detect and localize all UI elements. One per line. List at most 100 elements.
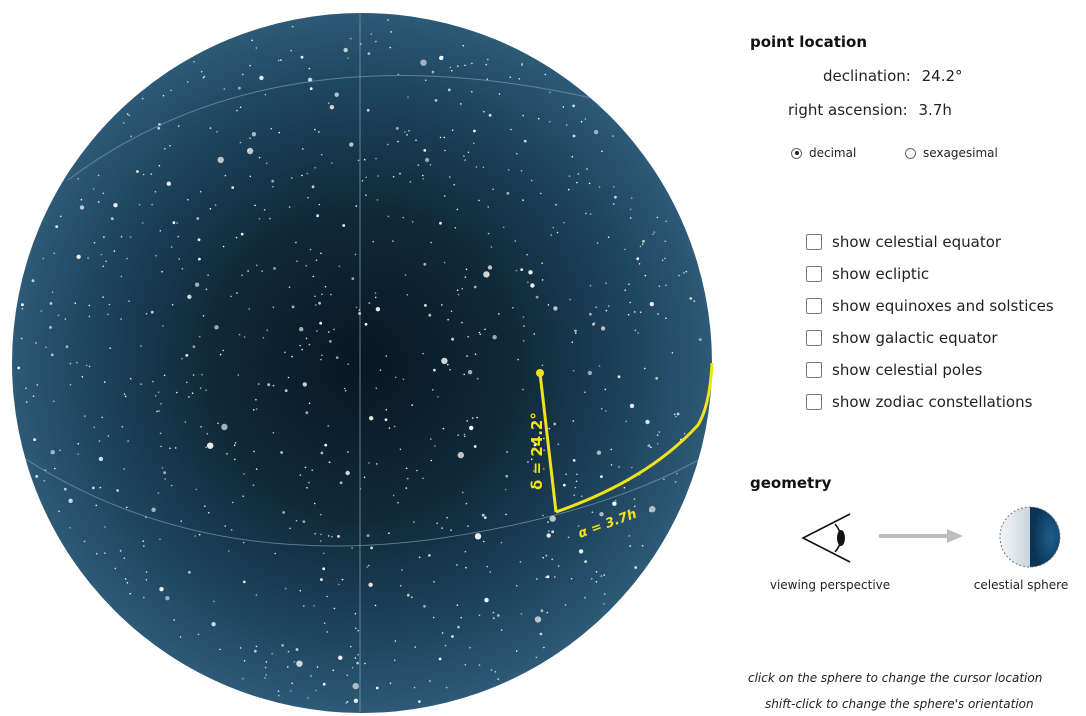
option-galactic-equator[interactable]: show galactic equator [806,329,998,347]
star [467,151,470,154]
sexagesimal-radio[interactable]: sexagesimal [905,146,998,160]
equinoxes-solstices-checkbox[interactable] [806,298,822,314]
star [102,265,105,268]
star [393,425,396,428]
star [169,144,171,147]
star [219,353,222,356]
star [236,109,238,112]
option-celestial-equator[interactable]: show celestial equator [806,233,1001,251]
star [546,611,549,614]
star [473,129,476,133]
star [515,269,518,272]
star [522,316,525,318]
star [157,492,160,494]
star [486,78,489,80]
star [502,226,505,229]
star [487,232,490,235]
star [284,351,286,354]
delta-label: δ = 24.2° [528,412,546,490]
star [309,248,312,251]
star [543,468,545,470]
star [683,272,685,274]
celestial-poles-checkbox[interactable] [806,362,822,378]
star [392,240,394,242]
star [473,285,477,289]
star [68,498,73,503]
celestial-sphere[interactable]: δ = 24.2° α = 3.7h [8,10,716,716]
star [320,358,322,361]
galactic-equator-checkbox[interactable] [806,330,822,346]
option-celestial-poles[interactable]: show celestial poles [806,361,982,379]
star [92,486,95,490]
star [423,604,426,608]
sexagesimal-radio-button[interactable] [905,147,916,159]
star [318,131,320,133]
option-zodiac-constellations[interactable]: show zodiac constellations [806,393,1032,411]
star [547,535,550,537]
star [542,556,544,559]
star [541,279,544,281]
star [488,113,492,117]
star [266,329,269,332]
option-ecliptic[interactable]: show ecliptic [806,265,929,283]
star [88,304,91,307]
star [676,412,680,416]
star [224,525,226,527]
star [122,122,125,124]
star [399,448,402,451]
sphere-canvas[interactable]: δ = 24.2° α = 3.7h [8,10,716,716]
option-equinoxes-solstices[interactable]: show equinoxes and solstices [806,297,1054,315]
star [506,192,510,195]
star [77,442,80,445]
star [589,284,592,287]
star [49,326,52,329]
star [222,245,225,248]
star [308,67,311,70]
star [463,155,465,157]
star [574,329,577,333]
star [126,257,128,260]
star [411,221,414,223]
star [301,174,303,177]
star [522,199,524,201]
star [370,33,373,35]
star [205,389,207,392]
star [114,567,117,570]
star [314,166,316,169]
star [96,552,98,555]
star [580,120,583,123]
star [308,402,311,405]
zodiac-constellations-checkbox[interactable] [806,394,822,410]
star [471,90,473,93]
star [633,498,636,500]
star [368,582,373,587]
star [569,298,571,301]
star [113,203,118,208]
star [444,149,446,152]
star [664,240,666,242]
declination-value: 24.2° [921,67,963,85]
decimal-radio-button[interactable] [791,147,802,159]
star [665,317,667,320]
celestial-equator-checkbox[interactable] [806,234,822,250]
star [629,208,632,211]
decimal-radio[interactable]: decimal [791,146,856,160]
star [474,353,477,356]
star [257,383,260,385]
declination-arc [538,372,558,513]
star [629,403,635,409]
star [473,445,477,448]
star [194,282,200,287]
star [351,277,355,280]
ecliptic-checkbox[interactable] [806,266,822,282]
star [464,64,466,67]
star [128,300,130,302]
star [600,475,603,478]
star [365,176,368,179]
star [610,448,613,451]
star [302,520,306,523]
star [306,172,309,175]
star [270,127,273,130]
star [307,196,309,199]
star [528,270,533,275]
